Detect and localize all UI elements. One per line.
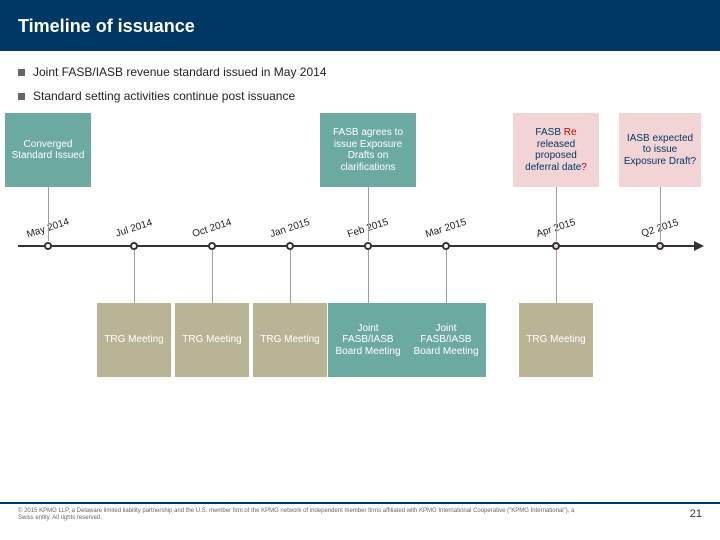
timeline-tick: [208, 242, 216, 250]
connector-line: [660, 187, 661, 241]
event-label: TRG Meeting: [526, 334, 585, 346]
timeline-tick: [130, 242, 138, 250]
bullet-text: Standard setting activities continue pos…: [33, 89, 295, 103]
timeline-event-bottom: Joint FASB/IASB Board Meeting: [406, 303, 486, 377]
timeline-event-top: IASB expected to issue Exposure Draft?: [619, 113, 701, 187]
timeline-event-top: FASB Re released proposed deferral date?: [513, 113, 599, 187]
event-label: FASB Re released proposed deferral date?: [517, 127, 595, 173]
page-number: 21: [690, 508, 702, 520]
event-label: FASB agrees to issue Exposure Drafts on …: [324, 127, 412, 173]
timeline-event-bottom: TRG Meeting: [253, 303, 327, 377]
event-label: Joint FASB/IASB Board Meeting: [332, 323, 404, 358]
timeline-event-top: FASB agrees to issue Exposure Drafts on …: [320, 113, 416, 187]
content: Joint FASB/IASB revenue standard issued …: [0, 51, 720, 423]
timeline-tick: [552, 242, 560, 250]
footer: © 2015 KPMG LLP, a Delaware limited liab…: [0, 502, 720, 540]
timeline-tick-label: Mar 2015: [424, 217, 468, 241]
timeline-tick: [286, 242, 294, 250]
connector-line: [556, 187, 557, 241]
bullet-list: Joint FASB/IASB revenue standard issued …: [18, 65, 702, 103]
timeline-event-bottom: TRG Meeting: [175, 303, 249, 377]
event-label: TRG Meeting: [182, 334, 241, 346]
event-label: Joint FASB/IASB Board Meeting: [410, 323, 482, 358]
timeline-tick: [442, 242, 450, 250]
page-title: Timeline of issuance: [18, 16, 195, 36]
copyright: © 2015 KPMG LLP, a Delaware limited liab…: [18, 508, 578, 522]
timeline-tick: [656, 242, 664, 250]
header: Timeline of issuance: [0, 0, 720, 51]
connector-line: [446, 250, 447, 303]
connector-line: [212, 250, 213, 303]
timeline-event-bottom: Joint FASB/IASB Board Meeting: [328, 303, 408, 377]
connector-line: [290, 250, 291, 303]
timeline-tick-label: Oct 2014: [191, 217, 233, 240]
event-label: TRG Meeting: [260, 334, 319, 346]
connector-line: [556, 250, 557, 303]
bullet-text: Joint FASB/IASB revenue standard issued …: [33, 65, 327, 79]
connector-line: [134, 250, 135, 303]
timeline-axis: [18, 245, 702, 247]
timeline-tick: [364, 242, 372, 250]
timeline-event-bottom: TRG Meeting: [519, 303, 593, 377]
bullet-item: Standard setting activities continue pos…: [18, 89, 702, 103]
timeline-event-top: Converged Standard Issued: [5, 113, 91, 187]
connector-line: [368, 250, 369, 303]
timeline: May 2014Jul 2014Oct 2014Jan 2015Feb 2015…: [18, 113, 702, 423]
timeline-event-bottom: TRG Meeting: [97, 303, 171, 377]
bullet-marker: [18, 69, 25, 76]
timeline-tick-label: Jan 2015: [269, 217, 312, 240]
connector-line: [368, 187, 369, 241]
event-label: IASB expected to issue Exposure Draft?: [623, 133, 697, 168]
bullet-item: Joint FASB/IASB revenue standard issued …: [18, 65, 702, 79]
timeline-tick-label: Jul 2014: [114, 217, 153, 239]
event-label: Converged Standard Issued: [9, 139, 87, 162]
bullet-marker: [18, 93, 25, 100]
event-label: TRG Meeting: [104, 334, 163, 346]
timeline-arrowhead: [694, 241, 704, 251]
timeline-tick: [44, 242, 52, 250]
connector-line: [48, 187, 49, 241]
